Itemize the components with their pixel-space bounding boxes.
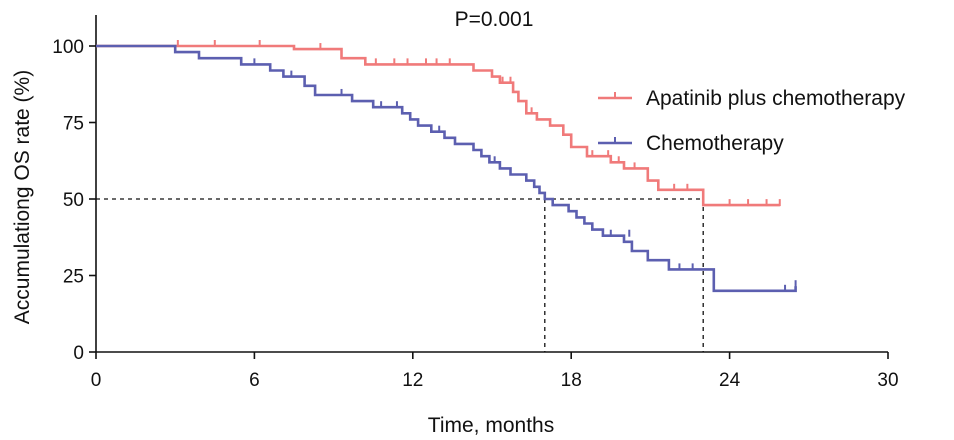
legend-label-apatinib-plus-chemotherapy: Apatinib plus chemotherapy (646, 87, 906, 110)
legend-label-chemotherapy: Chemotherapy (646, 132, 784, 155)
series-line-chemotherapy (96, 44, 797, 293)
series-chemotherapy (96, 44, 797, 293)
series-layer (96, 40, 797, 293)
x-tick-label: 0 (91, 370, 102, 391)
y-tick-label: 50 (63, 190, 84, 211)
y-tick-label: 0 (73, 343, 84, 364)
axes: 0 6 12 18 24 30 0 25 50 75 100 (52, 15, 899, 391)
series-apatinib-plus-chemotherapy (96, 40, 781, 207)
y-tick-label: 25 (63, 267, 84, 288)
y-tick-label: 100 (52, 37, 84, 58)
x-tick-label: 6 (249, 370, 260, 391)
series-line-apatinib-plus-chemotherapy (96, 44, 780, 207)
legend: Apatinib plus chemotherapy Chemotherapy (598, 87, 906, 155)
x-tick-label: 24 (719, 370, 741, 391)
median-reference-lines (96, 198, 704, 352)
p-value-annotation: P=0.001 (455, 8, 534, 31)
x-axis-label: Time, months (428, 414, 554, 437)
x-tick-label: 12 (402, 370, 423, 391)
x-tick-label: 18 (561, 370, 582, 391)
y-axis-label: Accumulationg OS rate (%) (11, 70, 34, 324)
y-tick-label: 75 (63, 114, 84, 135)
x-tick-label: 30 (877, 370, 898, 391)
